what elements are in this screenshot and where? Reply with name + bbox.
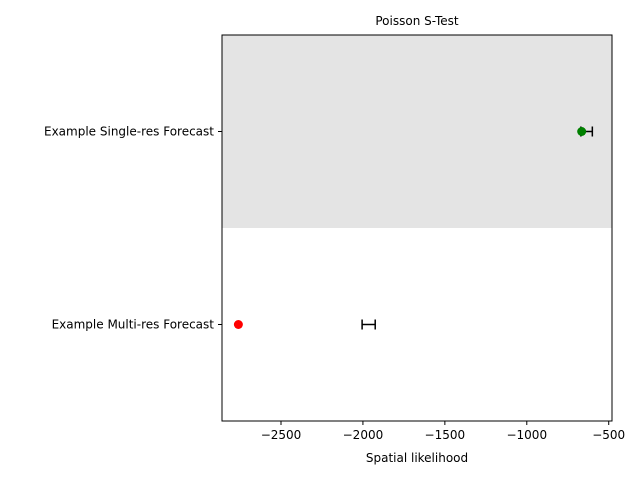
y-tick-label: Example Multi-res Forecast bbox=[52, 318, 215, 332]
x-tick-label: −2000 bbox=[343, 428, 384, 442]
observed-point bbox=[233, 320, 243, 329]
y-tick-label: Example Single-res Forecast bbox=[44, 125, 214, 139]
plot-frame bbox=[221, 34, 613, 422]
x-axis-label: Spatial likelihood bbox=[366, 451, 468, 465]
x-tick-label: −2500 bbox=[261, 428, 302, 442]
shaded-band bbox=[222, 35, 612, 228]
x-axis-ticks: −2500 −2000 −1500 −1000 −500 bbox=[261, 421, 625, 442]
x-tick-label: −1000 bbox=[506, 428, 547, 442]
y-axis-ticks: Example Single-res Forecast Example Multi… bbox=[44, 125, 222, 332]
chart-title: Poisson S-Test bbox=[375, 14, 459, 28]
x-tick-label: −500 bbox=[592, 428, 625, 442]
observed-point bbox=[577, 127, 587, 136]
x-tick-label: −1500 bbox=[425, 428, 466, 442]
marks-group bbox=[233, 126, 594, 330]
